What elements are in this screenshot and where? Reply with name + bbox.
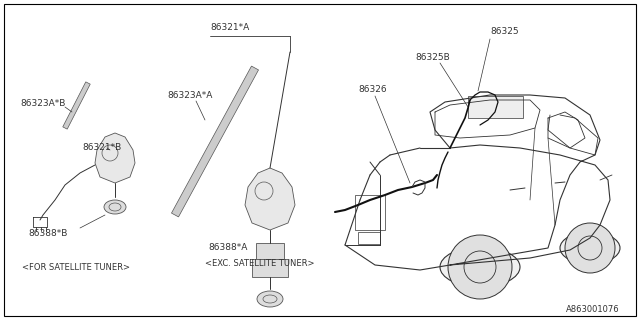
Ellipse shape <box>440 247 520 287</box>
Bar <box>252 259 288 277</box>
Text: 86325: 86325 <box>490 28 518 36</box>
Text: 86323A*A: 86323A*A <box>167 91 212 100</box>
Polygon shape <box>63 82 90 129</box>
Bar <box>468 96 523 118</box>
Text: 86321*A: 86321*A <box>210 23 249 33</box>
Bar <box>256 243 284 259</box>
Text: A863001076: A863001076 <box>566 306 620 315</box>
Bar <box>358 232 380 244</box>
Text: 86325B: 86325B <box>415 52 450 61</box>
Text: 86323A*B: 86323A*B <box>20 100 65 108</box>
Bar <box>355 195 385 230</box>
Ellipse shape <box>560 232 620 264</box>
Text: 86388*A: 86388*A <box>208 244 248 252</box>
Circle shape <box>565 223 615 273</box>
Polygon shape <box>245 168 295 230</box>
Text: 86388*B: 86388*B <box>28 228 67 237</box>
Text: <EXC. SATELLITE TUNER>: <EXC. SATELLITE TUNER> <box>205 260 314 268</box>
Polygon shape <box>172 66 259 217</box>
Polygon shape <box>95 133 135 183</box>
Text: 86326: 86326 <box>358 85 387 94</box>
Circle shape <box>448 235 512 299</box>
Ellipse shape <box>257 291 283 307</box>
Text: 86321*B: 86321*B <box>82 142 121 151</box>
Text: <FOR SATELLITE TUNER>: <FOR SATELLITE TUNER> <box>22 263 130 273</box>
Ellipse shape <box>104 200 126 214</box>
